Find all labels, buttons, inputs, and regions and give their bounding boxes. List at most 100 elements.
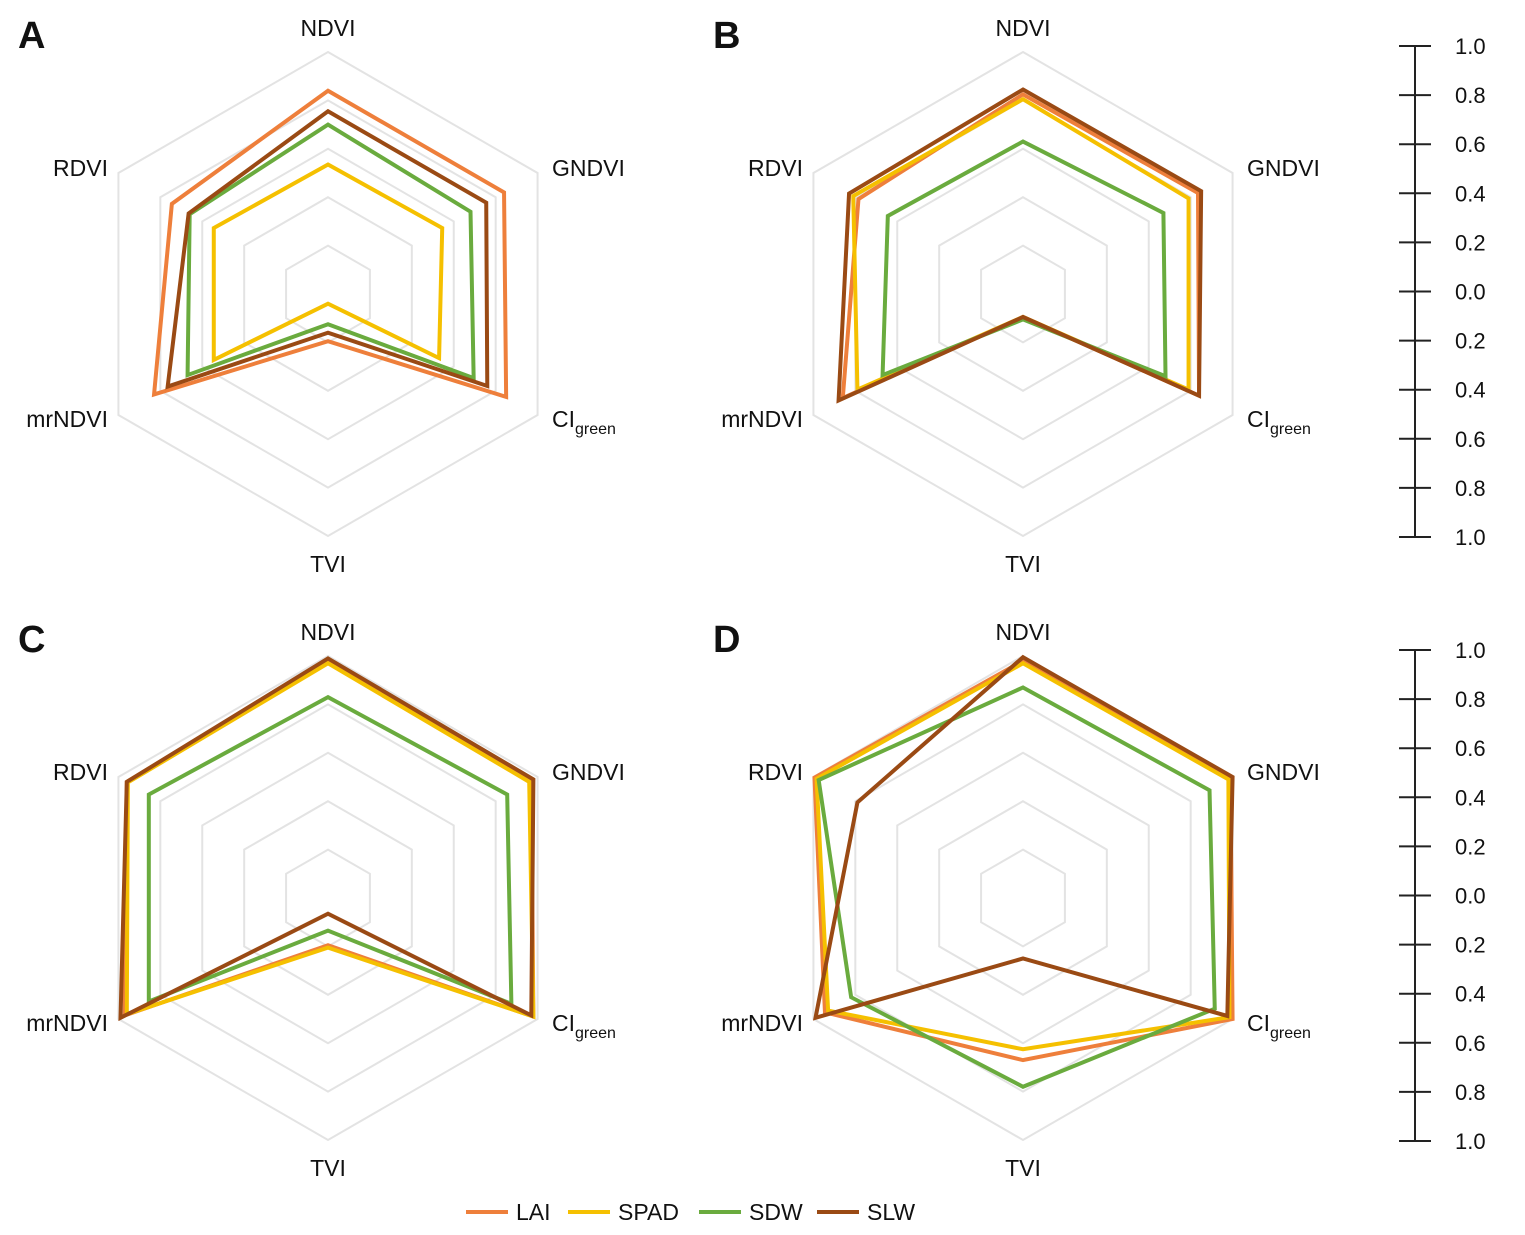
grid-ring xyxy=(854,99,1192,489)
legend-label: SDW xyxy=(749,1199,803,1225)
grid-ring xyxy=(201,751,455,1045)
scale-bar-2: 1.0 0.8 0.6 0.4 0.2 0.0 0.2 0.4 0.6 0.8 1.0 xyxy=(1399,638,1486,1154)
legend: LAI SPAD SDW SLW xyxy=(466,1199,915,1225)
axis-label: GNDVI xyxy=(552,155,625,181)
panel-letter: D xyxy=(713,619,740,661)
scale-tick-label: 0.6 xyxy=(1455,132,1486,157)
panel-letter: B xyxy=(713,15,740,57)
axis-label: TVI xyxy=(1005,551,1041,577)
scale-tick-label: 0.8 xyxy=(1455,476,1486,501)
axis-label: CIgreen xyxy=(552,406,616,438)
axis-label: mrNDVI xyxy=(26,1010,108,1036)
grid-ring xyxy=(285,244,371,344)
axis-label: RDVI xyxy=(748,155,803,181)
radar-panel-D: D NDVI GNDVI CIgreen TVI mrNDVI RDVI xyxy=(713,619,1320,1181)
series-spad-polygon xyxy=(814,660,1232,1052)
scale-tick-label: 0.2 xyxy=(1455,230,1486,255)
axis-label: GNDVI xyxy=(552,759,625,785)
scale-tick-label: 0.8 xyxy=(1455,1080,1486,1105)
legend-item-lai: LAI xyxy=(466,1199,551,1225)
series-slw-polygon xyxy=(165,108,490,390)
series-sdw-polygon xyxy=(816,685,1217,1089)
grid-ring xyxy=(812,654,1234,1142)
legend-item-slw: SLW xyxy=(817,1199,915,1225)
radar-panel-C: C NDVI GNDVI CIgreen TVI mrNDVI RDVI xyxy=(18,619,625,1181)
scale-tick-label: 0.4 xyxy=(1455,785,1486,810)
panel-letter: C xyxy=(18,619,45,661)
scale-tick-label: 0.2 xyxy=(1455,933,1486,958)
grid-ring xyxy=(854,703,1192,1093)
series-lai-polygon xyxy=(122,658,536,1020)
axis-label: RDVI xyxy=(53,759,108,785)
legend-label: SPAD xyxy=(618,1199,679,1225)
axis-label: NDVI xyxy=(301,15,356,41)
scale-tick-label: 0.2 xyxy=(1455,834,1486,859)
axis-label: NDVI xyxy=(996,619,1051,645)
axis-label: mrNDVI xyxy=(721,406,803,432)
grid-ring xyxy=(980,848,1066,948)
legend-item-spad: SPAD xyxy=(568,1199,679,1225)
series-slw-polygon xyxy=(812,654,1235,1021)
scale-tick-label: 0.8 xyxy=(1455,687,1486,712)
grid-ring xyxy=(201,147,455,441)
axis-label: RDVI xyxy=(53,155,108,181)
axis-label: TVI xyxy=(1005,1155,1041,1181)
series-spad-polygon xyxy=(124,660,536,1020)
scale-tick-label: 0.4 xyxy=(1455,378,1486,403)
grid-ring xyxy=(159,99,497,489)
scale-tick-label: 0.0 xyxy=(1455,280,1486,305)
scale-tick-label: 0.0 xyxy=(1455,884,1486,909)
series-sdw-polygon xyxy=(146,694,514,1007)
scale-tick-label: 0.8 xyxy=(1455,83,1486,108)
radar-panels: A NDVI GNDVI CIgreen TVI mrNDVI RDVI B NDVI GNDVI… xyxy=(18,15,1320,1181)
scale-tick-label: 0.6 xyxy=(1455,1031,1486,1056)
axis-label: RDVI xyxy=(748,759,803,785)
scale-tick-label: 1.0 xyxy=(1455,638,1486,663)
scale-tick-label: 0.6 xyxy=(1455,427,1486,452)
series-lai-polygon xyxy=(151,88,509,400)
series-lai-polygon xyxy=(812,658,1235,1063)
axis-label: CIgreen xyxy=(1247,406,1311,438)
axis-label: NDVI xyxy=(301,619,356,645)
scale-tick-label: 0.4 xyxy=(1455,181,1486,206)
grid-ring xyxy=(896,147,1150,441)
axis-label: mrNDVI xyxy=(26,406,108,432)
series-sdw-polygon xyxy=(880,139,1168,380)
scale-bar-1: 1.0 0.8 0.6 0.4 0.2 0.0 0.2 0.4 0.6 0.8 1.0 xyxy=(1399,34,1486,550)
scale-tick-label: 1.0 xyxy=(1455,34,1486,59)
axis-label: CIgreen xyxy=(1247,1010,1311,1042)
grid-ring xyxy=(243,196,413,392)
grid-ring xyxy=(938,800,1108,996)
series-spad-polygon xyxy=(211,162,445,364)
scale-tick-label: 1.0 xyxy=(1455,525,1486,550)
axis-label: GNDVI xyxy=(1247,759,1320,785)
legend-item-sdw: SDW xyxy=(699,1199,803,1225)
grid-ring xyxy=(117,50,539,538)
panel-letter: A xyxy=(18,15,45,57)
axis-label: GNDVI xyxy=(1247,155,1320,181)
radar-panel-A: A NDVI GNDVI CIgreen TVI mrNDVI RDVI xyxy=(18,15,625,577)
scale-tick-label: 0.2 xyxy=(1455,329,1486,354)
axis-label: TVI xyxy=(310,551,346,577)
axis-label: NDVI xyxy=(996,15,1051,41)
grid-ring xyxy=(243,800,413,996)
grid-ring xyxy=(938,196,1108,392)
scale-tick-label: 1.0 xyxy=(1455,1129,1486,1154)
axis-label: mrNDVI xyxy=(721,1010,803,1036)
grid-ring xyxy=(896,751,1150,1045)
legend-label: SLW xyxy=(867,1199,915,1225)
grid-ring xyxy=(117,654,539,1142)
radar-panel-B: B NDVI GNDVI CIgreen TVI mrNDVI RDVI xyxy=(713,15,1320,577)
axis-label: TVI xyxy=(310,1155,346,1181)
legend-label: LAI xyxy=(516,1199,551,1225)
axis-label: CIgreen xyxy=(552,1010,616,1042)
grid-ring xyxy=(812,50,1234,538)
scale-tick-label: 0.4 xyxy=(1455,982,1486,1007)
series-slw-polygon xyxy=(118,656,536,1022)
series-slw-polygon xyxy=(836,87,1204,404)
grid-ring xyxy=(980,244,1066,344)
grid-ring xyxy=(159,703,497,1093)
scale-bars: 1.0 0.8 0.6 0.4 0.2 0.0 0.2 0.4 0.6 0.8 1.0 1.0 0.8 0… xyxy=(1399,34,1486,1154)
scale-tick-label: 0.6 xyxy=(1455,736,1486,761)
